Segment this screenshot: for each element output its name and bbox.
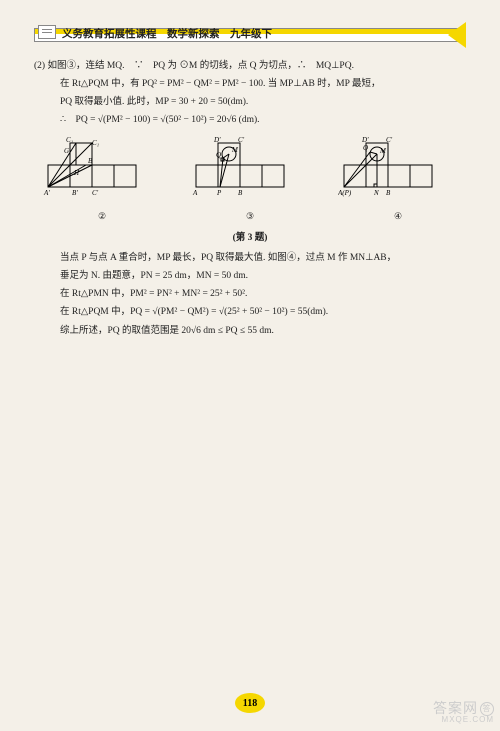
lbl-C3: C' — [238, 136, 245, 144]
lbl-A3: A — [192, 189, 198, 197]
figure-2-label: ② — [42, 209, 162, 224]
figure-4-label: ④ — [338, 209, 458, 224]
figure-3-label: ③ — [190, 209, 310, 224]
lbl-B: B' — [72, 189, 78, 197]
line-7: 在 Rt△PMN 中，PM² = PN² + MN² = 25² + 50². — [34, 286, 466, 302]
line-4: ∴ PQ = √(PM² − 100) = √(50² − 10²) = 20√… — [34, 112, 466, 128]
line-6: 垂足为 N. 由题意，PN = 25 dm，MN = 50 dm. — [34, 268, 466, 284]
page-number: 118 — [243, 698, 257, 709]
header-title: 义务教育拓展性课程 数学新探索 九年级下 — [62, 26, 272, 41]
figure-4: A(P) N B D' C' M Q ④ — [338, 135, 458, 228]
lbl-G: G — [64, 147, 69, 155]
watermark-line1: 答案网 — [433, 700, 478, 716]
lbl-A: A' — [43, 189, 50, 197]
lbl-D4: D' — [361, 136, 369, 144]
lbl-C4: C' — [386, 136, 393, 144]
line-9: 综上所述，PQ 的取值范围是 20√6 dm ≤ PQ ≤ 55 dm. — [34, 323, 466, 339]
header-arrow-icon — [448, 22, 466, 48]
lbl-A4: A(P) — [338, 189, 352, 197]
figure-2: A' B' C' B C₁ G H C₁ ② — [42, 135, 162, 228]
watermark: 答案网答 MXQE.COM — [433, 701, 494, 725]
lbl-H: H — [73, 169, 80, 177]
lbl-D3: D' — [213, 136, 221, 144]
lbl-Q4: Q — [363, 144, 368, 152]
lbl-B3: B — [238, 189, 243, 197]
lbl-M3: M — [231, 146, 239, 154]
line-2: 在 Rt△PQM 中，有 PQ² = PM² − QM² = PM² − 100… — [34, 76, 466, 92]
lbl-B4: B — [386, 189, 391, 197]
line-1: (2) 如图③，连结 MQ. ∵ PQ 为 ⊙M 的切线，点 Q 为切点，∴ M… — [34, 58, 466, 74]
page-number-badge: 118 — [235, 693, 265, 713]
lbl-Ct: C₁ — [92, 139, 99, 147]
solution-text: (2) 如图③，连结 MQ. ∵ PQ 为 ⊙M 的切线，点 Q 为切点，∴ M… — [34, 58, 466, 339]
lbl-M4: M — [379, 147, 387, 155]
figure-3: A P B D' C' M Q ③ — [190, 135, 310, 228]
figure-caption: (第 3 题) — [34, 230, 466, 246]
figure-row: A' B' C' B C₁ G H C₁ ② — [34, 135, 466, 228]
watermark-seal-icon: 答 — [480, 702, 494, 716]
page-header: 义务教育拓展性课程 数学新探索 九年级下 — [34, 22, 466, 48]
line-3: PQ 取得最小值. 此时，MP = 30 + 20 = 50(dm). — [34, 94, 466, 110]
lbl-P3: P — [216, 189, 222, 197]
lbl-Q3: Q — [216, 151, 221, 159]
book-icon — [38, 25, 56, 39]
lbl-Cl: C₁ — [66, 136, 73, 144]
line-8: 在 Rt△PQM 中，PQ = √(PM² − QM²) = √(25² + 5… — [34, 304, 466, 320]
lbl-Bt: B — [88, 157, 93, 165]
watermark-line2: MXQE.COM — [433, 716, 494, 725]
lbl-C: C' — [92, 189, 99, 197]
lbl-N4: N — [373, 189, 379, 197]
line-5: 当点 P 与点 A 重合时，MP 最长，PQ 取得最大值. 如图④，过点 M 作… — [34, 250, 466, 266]
